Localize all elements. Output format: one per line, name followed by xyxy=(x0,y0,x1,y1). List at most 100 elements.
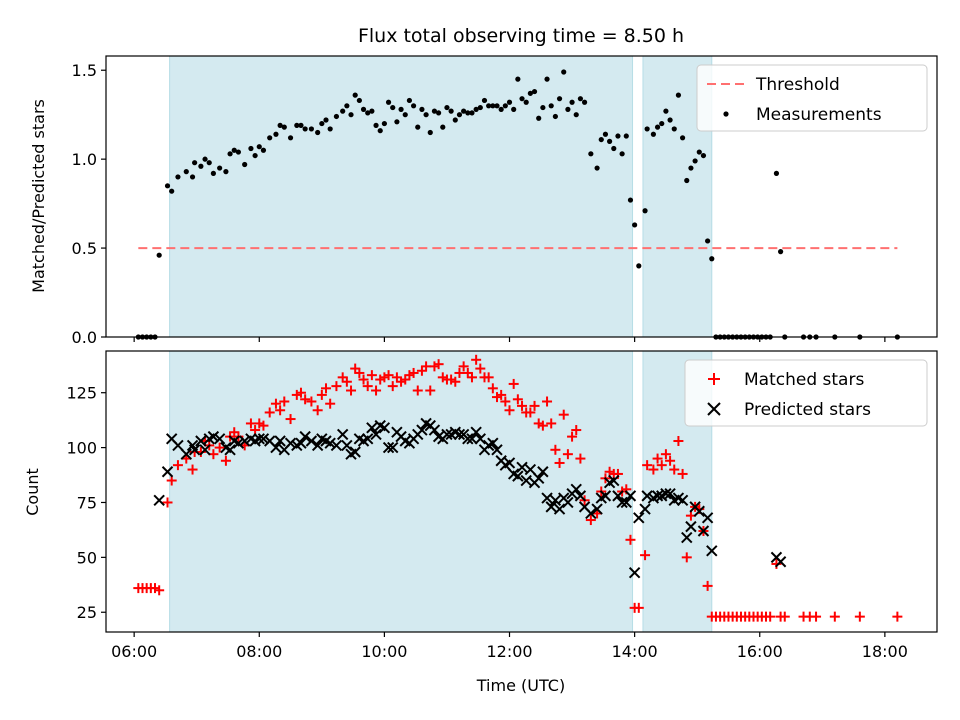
predicted-point xyxy=(295,437,307,449)
matched-point xyxy=(433,359,444,370)
matched-point xyxy=(562,449,573,460)
y-tick-label: 25 xyxy=(77,603,97,622)
measurement-point xyxy=(506,99,513,105)
predicted-point xyxy=(545,501,557,513)
y-tick-label: 75 xyxy=(77,493,97,512)
predicted-point xyxy=(199,444,211,456)
measurement-point xyxy=(308,126,315,132)
legend-label: Threshold xyxy=(755,75,840,95)
measurement-point xyxy=(217,165,223,171)
predicted-point xyxy=(161,466,174,478)
y-tick-label: 100 xyxy=(66,439,97,458)
measurement-point xyxy=(252,152,258,159)
matched-point xyxy=(321,383,332,394)
predicted-point xyxy=(664,487,676,500)
measurement-point xyxy=(242,161,248,168)
measurement-point xyxy=(536,115,542,121)
measurement-point xyxy=(502,103,508,109)
measurement-point xyxy=(189,174,196,180)
predicted-point xyxy=(701,512,714,524)
measurement-point xyxy=(548,103,554,109)
matched-point xyxy=(517,400,528,411)
predicted-point xyxy=(608,474,620,487)
matched-point xyxy=(295,387,306,398)
predicted-point xyxy=(195,435,207,447)
measurement-point xyxy=(611,145,617,152)
predicted-point xyxy=(207,430,220,443)
predicted-point xyxy=(524,463,537,476)
measurement-point xyxy=(519,96,525,102)
matched-point xyxy=(154,585,165,596)
matched-point xyxy=(312,405,323,416)
matched-point xyxy=(665,455,676,466)
predicted-point xyxy=(641,490,653,502)
measurement-point xyxy=(175,174,181,180)
predicted-point xyxy=(503,457,516,469)
measurement-point xyxy=(210,170,216,176)
x-tick-label: 10:00 xyxy=(361,642,407,661)
measurement-point xyxy=(577,96,584,102)
measurement-point xyxy=(619,151,625,157)
predicted-point xyxy=(639,503,651,515)
matched-point xyxy=(358,374,369,385)
matched-point xyxy=(625,534,636,545)
plot-frame xyxy=(105,350,938,633)
measurement-point xyxy=(469,110,475,116)
predicted-point xyxy=(466,433,478,445)
matched-point xyxy=(471,354,482,365)
matched-point xyxy=(220,455,231,466)
legend-label: Measurements xyxy=(756,105,882,125)
matched-point xyxy=(258,420,269,431)
matched-point xyxy=(677,468,688,479)
measurement-point xyxy=(675,92,682,98)
measurement-point xyxy=(523,99,529,105)
measurement-point xyxy=(569,99,575,105)
measurement-point xyxy=(436,110,442,116)
measurement-point xyxy=(477,104,483,111)
matched-point xyxy=(275,405,286,416)
predicted-point xyxy=(324,437,336,449)
matched-point xyxy=(512,394,523,405)
matched-point xyxy=(500,396,511,407)
measurement-point xyxy=(594,165,600,171)
predicted-point xyxy=(570,483,582,496)
matched-point xyxy=(300,394,311,405)
measurement-point xyxy=(456,112,463,118)
legend-box xyxy=(684,359,928,427)
measurement-point xyxy=(498,106,504,112)
predicted-point xyxy=(532,472,545,485)
predicted-point xyxy=(253,433,265,445)
matched-point xyxy=(529,400,540,411)
measurement-point xyxy=(452,117,458,123)
predicted-point xyxy=(541,492,553,504)
measurement-point xyxy=(431,108,438,114)
predicted-point xyxy=(180,448,192,460)
measurement-point xyxy=(340,108,346,114)
x-tick-label: 18:00 xyxy=(862,642,908,661)
measurement-point xyxy=(607,138,613,144)
measurement-point xyxy=(183,169,189,175)
matched-point xyxy=(454,367,465,378)
predicted-point xyxy=(238,435,251,447)
predicted-point xyxy=(378,422,391,434)
predicted-point xyxy=(224,444,236,456)
predicted-point xyxy=(387,441,399,454)
predicted-point xyxy=(153,494,165,506)
measurement-point xyxy=(700,152,707,159)
predicted-point xyxy=(574,490,587,502)
measurement-point xyxy=(365,110,371,116)
matched-point xyxy=(487,383,498,394)
measurement-point xyxy=(169,188,175,194)
matched-point xyxy=(285,414,296,425)
chart-title: Flux total observing time = 8.50 h xyxy=(358,25,684,47)
measurement-point xyxy=(642,208,648,214)
matched-point xyxy=(567,431,578,442)
series-1 xyxy=(153,417,787,579)
bottom-panel: 25 50 75 100 125 06:00 08:00 10:00 12:00 14:00 16:… xyxy=(66,350,938,661)
predicted-point xyxy=(172,439,184,452)
predicted-point xyxy=(336,428,349,441)
measurement-point xyxy=(465,110,471,116)
matched-point xyxy=(854,611,865,622)
predicted-point xyxy=(612,490,624,502)
measurement-point xyxy=(540,104,546,111)
